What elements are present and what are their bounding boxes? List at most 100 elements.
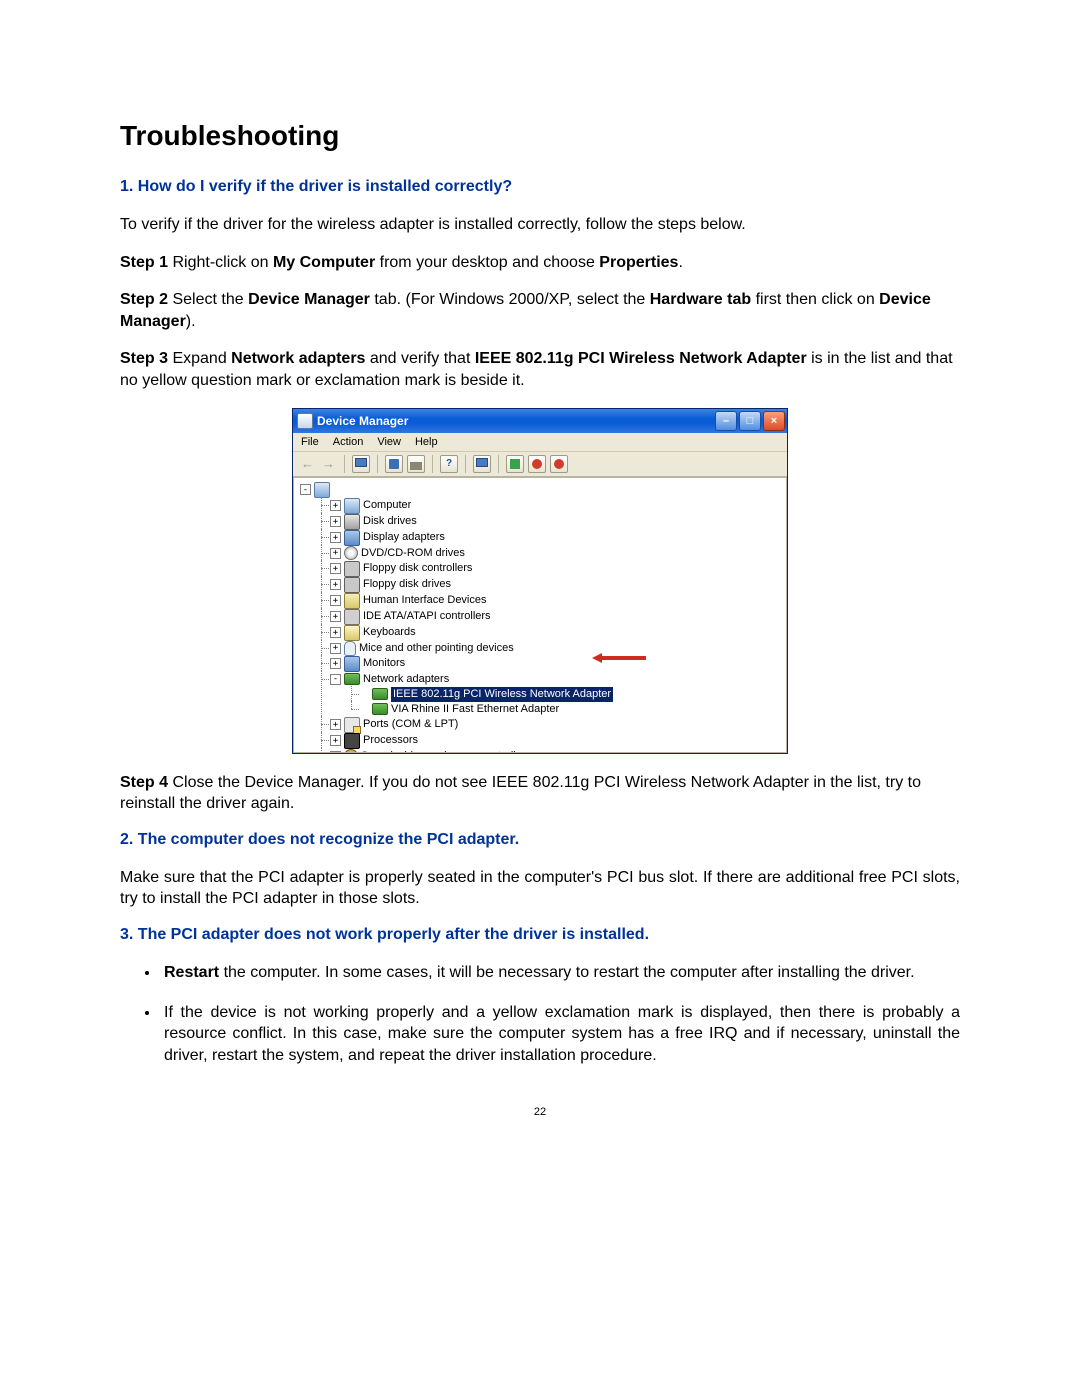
text: Right-click on — [168, 254, 273, 271]
tree-item-selected[interactable]: IEEE 802.11g PCI Wireless Network Adapte… — [391, 687, 613, 702]
expand-icon[interactable]: + — [330, 516, 341, 527]
text: and verify that — [365, 350, 474, 367]
text: ). — [186, 313, 196, 330]
expand-icon[interactable]: + — [330, 735, 341, 746]
help-icon[interactable] — [440, 455, 458, 473]
tree-item[interactable]: Disk drives — [363, 514, 417, 529]
computer-icon — [344, 498, 360, 514]
section-2-text: Make sure that the PCI adapter is proper… — [120, 867, 960, 910]
mouse-icon — [344, 641, 356, 656]
bold-ieee-adapter: IEEE 802.11g PCI Wireless Network Adapte… — [475, 350, 807, 367]
properties-icon[interactable] — [385, 455, 403, 473]
expand-icon[interactable]: + — [330, 658, 341, 669]
expand-icon[interactable]: + — [330, 643, 341, 654]
section-1-intro: To verify if the driver for the wireless… — [120, 214, 960, 236]
tree-item[interactable]: Ports (COM & LPT) — [363, 717, 458, 732]
tree-item[interactable]: IDE ATA/ATAPI controllers — [363, 609, 491, 624]
display-icon — [344, 530, 360, 546]
step-2-label: Step 2 — [120, 291, 168, 308]
device-manager-window: Device Manager – □ × File Action View He… — [292, 408, 788, 754]
expand-icon[interactable]: + — [330, 751, 341, 753]
menu-action[interactable]: Action — [333, 436, 364, 448]
menu-help[interactable]: Help — [415, 436, 438, 448]
expand-icon[interactable]: + — [330, 532, 341, 543]
tree-view[interactable]: - + Computer + Disk drives + Display adapte… — [293, 477, 787, 753]
bullet-item: Restart the computer. In some cases, it … — [160, 962, 960, 984]
step-1: Step 1 Right-click on My Computer from y… — [120, 252, 960, 274]
tree-item[interactable]: Display adapters — [363, 530, 445, 545]
forward-icon[interactable]: → — [320, 456, 337, 471]
section-3-heading: 3. The PCI adapter does not work properl… — [120, 926, 960, 944]
text: first then click on — [751, 291, 879, 308]
expand-icon[interactable]: + — [330, 563, 341, 574]
hid-icon — [344, 593, 360, 609]
section-1-heading: 1. How do I verify if the driver is inst… — [120, 178, 960, 196]
tree-item[interactable]: Human Interface Devices — [363, 593, 487, 608]
maximize-button[interactable]: □ — [739, 411, 761, 431]
expand-icon[interactable]: + — [330, 627, 341, 638]
expand-icon[interactable]: + — [330, 500, 341, 511]
tree-item[interactable]: Network adapters — [363, 672, 449, 687]
text: . — [678, 254, 682, 271]
tree-item[interactable]: VIA Rhine II Fast Ethernet Adapter — [391, 702, 559, 717]
menu-view[interactable]: View — [377, 436, 401, 448]
bold-my-computer: My Computer — [273, 254, 375, 271]
back-icon[interactable]: ← — [299, 456, 316, 471]
tree-item[interactable]: DVD/CD-ROM drives — [361, 546, 465, 561]
enable-icon[interactable] — [506, 455, 524, 473]
floppy-icon — [344, 561, 360, 577]
tree-item[interactable]: Sound, video and game controllers — [361, 749, 531, 753]
tree-item[interactable]: Mice and other pointing devices — [359, 641, 514, 656]
bullet-item: If the device is not working properly an… — [160, 1002, 960, 1067]
expand-icon[interactable]: + — [330, 595, 341, 606]
page-number: 22 — [120, 1106, 960, 1118]
expand-icon[interactable]: + — [330, 611, 341, 622]
expand-icon[interactable]: + — [330, 579, 341, 590]
expand-icon[interactable]: + — [330, 719, 341, 730]
tree-item[interactable]: Floppy disk drives — [363, 577, 451, 592]
collapse-icon[interactable]: - — [300, 484, 311, 495]
text: Expand — [168, 350, 231, 367]
tree-item[interactable]: Monitors — [363, 656, 405, 671]
tree-item[interactable]: Keyboards — [363, 625, 416, 640]
text: the computer. In some cases, it will be … — [219, 964, 914, 981]
menu-file[interactable]: File — [301, 436, 319, 448]
tree-item[interactable]: Floppy disk controllers — [363, 561, 472, 576]
disk-icon — [344, 514, 360, 530]
floppy-icon — [344, 577, 360, 593]
tree-item[interactable]: Processors — [363, 733, 418, 748]
expand-icon[interactable]: + — [330, 548, 341, 559]
app-icon — [297, 413, 313, 429]
computer-icon — [314, 482, 330, 498]
network-icon — [372, 688, 388, 700]
section-3-bullets: Restart the computer. In some cases, it … — [160, 962, 960, 1066]
scan-icon[interactable] — [473, 455, 491, 473]
text: Select the — [168, 291, 248, 308]
collapse-icon[interactable]: - — [330, 674, 341, 685]
menu-bar: File Action View Help — [293, 433, 787, 452]
bold-restart: Restart — [164, 964, 219, 981]
print-icon[interactable] — [407, 455, 425, 473]
toolbar: ← → — [293, 452, 787, 477]
monitor-icon — [344, 656, 360, 672]
view-icon[interactable] — [352, 455, 370, 473]
titlebar[interactable]: Device Manager – □ × — [293, 409, 787, 433]
step-3: Step 3 Expand Network adapters and verif… — [120, 348, 960, 391]
text: from your desktop and choose — [375, 254, 599, 271]
step-4: Step 4 Close the Device Manager. If you … — [120, 772, 960, 815]
disable-icon[interactable] — [528, 455, 546, 473]
close-button[interactable]: × — [763, 411, 785, 431]
tree-item[interactable]: Computer — [363, 498, 411, 513]
section-2-heading: 2. The computer does not recognize the P… — [120, 831, 960, 849]
cd-icon — [344, 546, 358, 560]
keyboard-icon — [344, 625, 360, 641]
ports-icon — [344, 717, 360, 733]
page-title: Troubleshooting — [120, 120, 960, 152]
minimize-button[interactable]: – — [715, 411, 737, 431]
step-4-label: Step 4 — [120, 774, 168, 791]
document-page: Troubleshooting 1. How do I verify if th… — [0, 0, 1080, 1178]
network-icon — [372, 703, 388, 715]
uninstall-icon[interactable] — [550, 455, 568, 473]
processor-icon — [344, 733, 360, 749]
callout-arrow-icon — [592, 652, 646, 664]
